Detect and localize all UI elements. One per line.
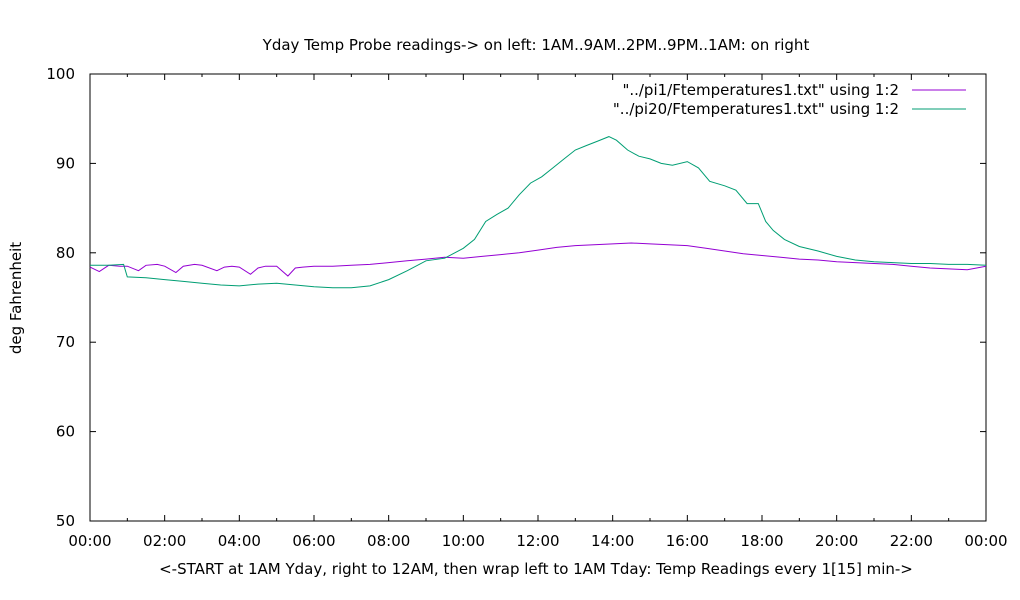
x-tick-label: 02:00 — [143, 532, 186, 550]
x-tick-label: 16:00 — [666, 532, 709, 550]
series-line-1 — [89, 242, 987, 277]
x-tick-label: 20:00 — [815, 532, 858, 550]
y-tick-label: 70 — [56, 333, 75, 351]
legend: "../pi1/Ftemperatures1.txt" using 1:2"..… — [613, 81, 966, 118]
x-tick-label: 12:00 — [516, 532, 559, 550]
x-tick-label: 08:00 — [367, 532, 410, 550]
x-axis: 00:00 02:00 04:00 06:00 08:00 10:00 12:00 14:00… — [68, 74, 1008, 550]
chart-title: Yday Temp Probe readings-> on left: 1AM.… — [262, 36, 810, 54]
x-tick-label: 06:00 — [292, 532, 335, 550]
legend-label-2: "../pi20/Ftemperatures1.txt" using 1:2 — [613, 100, 899, 118]
x-tick-label: 22:00 — [890, 532, 933, 550]
x-tick-label: 18:00 — [740, 532, 783, 550]
y-tick-label: 60 — [56, 423, 75, 441]
x-tick-label: 00:00 — [68, 532, 111, 550]
x-tick-label: 14:00 — [591, 532, 634, 550]
series-line-2 — [90, 136, 987, 289]
x-tick-label: 10:00 — [442, 532, 485, 550]
x-tick-label: 04:00 — [218, 532, 261, 550]
y-tick-label: 80 — [56, 244, 75, 262]
x-axis-label: <-START at 1AM Yday, right to 12AM, then… — [159, 560, 913, 578]
legend-label-1: "../pi1/Ftemperatures1.txt" using 1:2 — [622, 81, 899, 99]
y-axis: 50 60 70 80 90 100 — [46, 65, 986, 530]
y-tick-label: 50 — [56, 512, 75, 530]
y-tick-label: 90 — [56, 154, 75, 172]
y-axis-label: deg Fahrenheit — [7, 242, 25, 354]
plot-area-border — [89, 73, 987, 522]
x-tick-label: 00:00 — [964, 532, 1007, 550]
y-tick-label: 100 — [46, 65, 75, 83]
series-layer — [89, 136, 987, 289]
